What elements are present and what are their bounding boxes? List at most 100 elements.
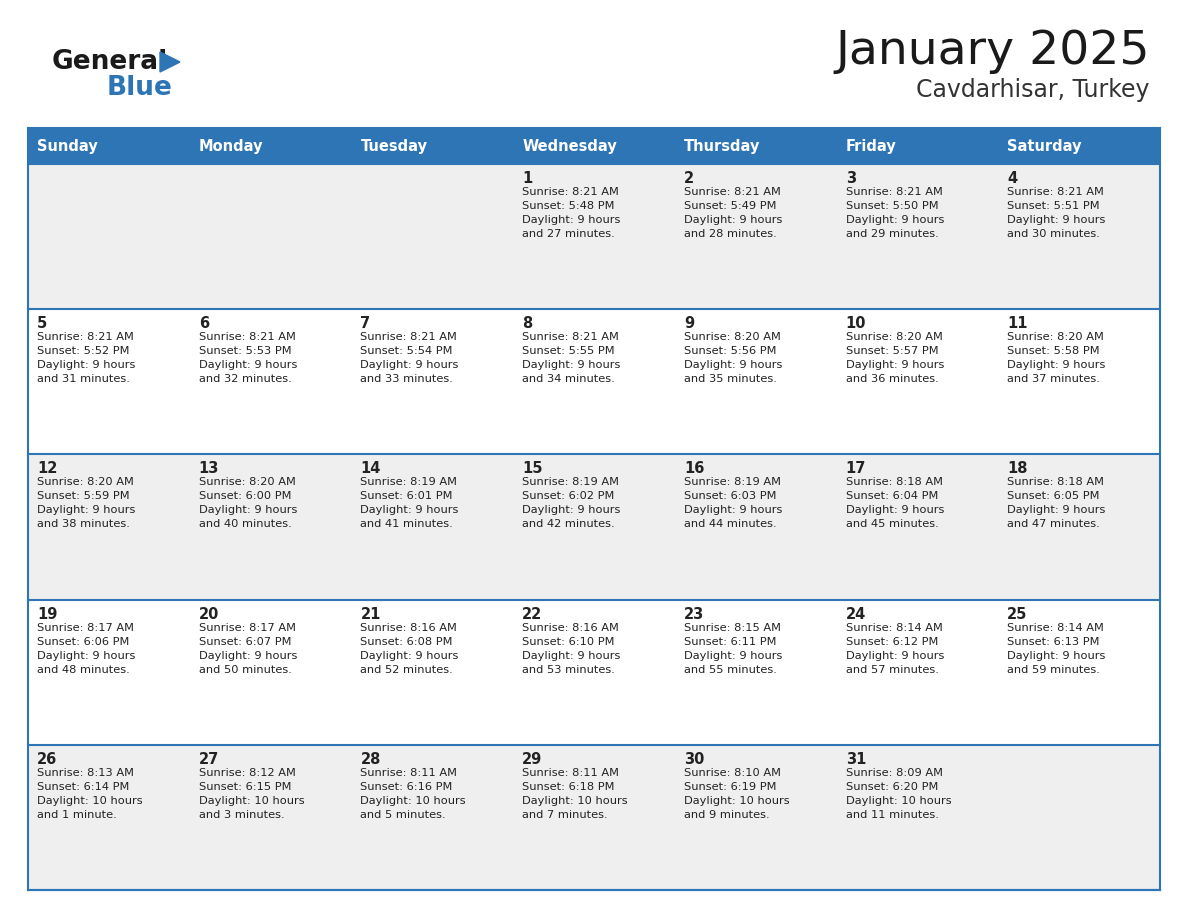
Text: Cavdarhisar, Turkey: Cavdarhisar, Turkey bbox=[916, 78, 1150, 102]
Text: January 2025: January 2025 bbox=[835, 29, 1150, 74]
Text: 17: 17 bbox=[846, 462, 866, 476]
Bar bbox=[352, 164, 513, 309]
Text: 11: 11 bbox=[1007, 316, 1028, 331]
Text: 9: 9 bbox=[684, 316, 694, 331]
Bar bbox=[513, 128, 675, 164]
Bar bbox=[29, 128, 190, 164]
Text: Sunrise: 8:19 AM
Sunset: 6:02 PM
Daylight: 9 hours
and 42 minutes.: Sunrise: 8:19 AM Sunset: 6:02 PM Dayligh… bbox=[523, 477, 620, 530]
Bar bbox=[190, 164, 352, 309]
Text: Sunrise: 8:21 AM
Sunset: 5:53 PM
Daylight: 9 hours
and 32 minutes.: Sunrise: 8:21 AM Sunset: 5:53 PM Dayligh… bbox=[198, 332, 297, 385]
Text: Sunrise: 8:17 AM
Sunset: 6:06 PM
Daylight: 9 hours
and 48 minutes.: Sunrise: 8:17 AM Sunset: 6:06 PM Dayligh… bbox=[37, 622, 135, 675]
Text: General: General bbox=[52, 49, 169, 75]
Text: 24: 24 bbox=[846, 607, 866, 621]
Bar bbox=[352, 599, 513, 744]
Text: Sunrise: 8:20 AM
Sunset: 5:58 PM
Daylight: 9 hours
and 37 minutes.: Sunrise: 8:20 AM Sunset: 5:58 PM Dayligh… bbox=[1007, 332, 1106, 385]
Text: Tuesday: Tuesday bbox=[360, 139, 428, 153]
Text: 16: 16 bbox=[684, 462, 704, 476]
Text: Sunrise: 8:20 AM
Sunset: 5:56 PM
Daylight: 9 hours
and 35 minutes.: Sunrise: 8:20 AM Sunset: 5:56 PM Dayligh… bbox=[684, 332, 782, 385]
Bar bbox=[675, 744, 836, 890]
Text: Sunrise: 8:21 AM
Sunset: 5:48 PM
Daylight: 9 hours
and 27 minutes.: Sunrise: 8:21 AM Sunset: 5:48 PM Dayligh… bbox=[523, 187, 620, 239]
Text: Sunrise: 8:21 AM
Sunset: 5:49 PM
Daylight: 9 hours
and 28 minutes.: Sunrise: 8:21 AM Sunset: 5:49 PM Dayligh… bbox=[684, 187, 782, 239]
Text: Sunrise: 8:17 AM
Sunset: 6:07 PM
Daylight: 9 hours
and 50 minutes.: Sunrise: 8:17 AM Sunset: 6:07 PM Dayligh… bbox=[198, 622, 297, 675]
Text: 27: 27 bbox=[198, 752, 219, 767]
Text: 7: 7 bbox=[360, 316, 371, 331]
Bar bbox=[190, 454, 352, 599]
Text: Sunrise: 8:21 AM
Sunset: 5:52 PM
Daylight: 9 hours
and 31 minutes.: Sunrise: 8:21 AM Sunset: 5:52 PM Dayligh… bbox=[37, 332, 135, 385]
Text: Sunrise: 8:11 AM
Sunset: 6:18 PM
Daylight: 10 hours
and 7 minutes.: Sunrise: 8:11 AM Sunset: 6:18 PM Dayligh… bbox=[523, 767, 627, 820]
Text: Sunrise: 8:20 AM
Sunset: 5:57 PM
Daylight: 9 hours
and 36 minutes.: Sunrise: 8:20 AM Sunset: 5:57 PM Dayligh… bbox=[846, 332, 944, 385]
Text: 6: 6 bbox=[198, 316, 209, 331]
Text: Sunrise: 8:21 AM
Sunset: 5:50 PM
Daylight: 9 hours
and 29 minutes.: Sunrise: 8:21 AM Sunset: 5:50 PM Dayligh… bbox=[846, 187, 944, 239]
Text: Sunrise: 8:12 AM
Sunset: 6:15 PM
Daylight: 10 hours
and 3 minutes.: Sunrise: 8:12 AM Sunset: 6:15 PM Dayligh… bbox=[198, 767, 304, 820]
Bar bbox=[998, 128, 1159, 164]
Bar bbox=[998, 454, 1159, 599]
Text: Sunrise: 8:21 AM
Sunset: 5:51 PM
Daylight: 9 hours
and 30 minutes.: Sunrise: 8:21 AM Sunset: 5:51 PM Dayligh… bbox=[1007, 187, 1106, 239]
Text: 4: 4 bbox=[1007, 171, 1017, 186]
Text: 18: 18 bbox=[1007, 462, 1028, 476]
Bar bbox=[998, 164, 1159, 309]
Text: Thursday: Thursday bbox=[684, 139, 760, 153]
Text: 15: 15 bbox=[523, 462, 543, 476]
Bar bbox=[998, 599, 1159, 744]
Text: Sunrise: 8:20 AM
Sunset: 5:59 PM
Daylight: 9 hours
and 38 minutes.: Sunrise: 8:20 AM Sunset: 5:59 PM Dayligh… bbox=[37, 477, 135, 530]
Bar bbox=[190, 744, 352, 890]
Bar bbox=[29, 599, 190, 744]
Bar bbox=[836, 164, 998, 309]
Text: 12: 12 bbox=[37, 462, 57, 476]
Bar bbox=[190, 599, 352, 744]
Text: 23: 23 bbox=[684, 607, 704, 621]
Text: 19: 19 bbox=[37, 607, 57, 621]
Bar bbox=[836, 454, 998, 599]
Bar bbox=[836, 599, 998, 744]
Text: Sunrise: 8:19 AM
Sunset: 6:01 PM
Daylight: 9 hours
and 41 minutes.: Sunrise: 8:19 AM Sunset: 6:01 PM Dayligh… bbox=[360, 477, 459, 530]
Text: 10: 10 bbox=[846, 316, 866, 331]
Text: Sunrise: 8:16 AM
Sunset: 6:10 PM
Daylight: 9 hours
and 53 minutes.: Sunrise: 8:16 AM Sunset: 6:10 PM Dayligh… bbox=[523, 622, 620, 675]
Text: 2: 2 bbox=[684, 171, 694, 186]
Bar bbox=[675, 454, 836, 599]
Text: 29: 29 bbox=[523, 752, 543, 767]
Bar bbox=[29, 454, 190, 599]
Bar bbox=[513, 309, 675, 454]
Text: 30: 30 bbox=[684, 752, 704, 767]
Bar bbox=[513, 744, 675, 890]
Text: 26: 26 bbox=[37, 752, 57, 767]
Bar bbox=[675, 599, 836, 744]
Bar bbox=[513, 599, 675, 744]
Bar bbox=[998, 744, 1159, 890]
Bar bbox=[352, 454, 513, 599]
Text: Sunrise: 8:15 AM
Sunset: 6:11 PM
Daylight: 9 hours
and 55 minutes.: Sunrise: 8:15 AM Sunset: 6:11 PM Dayligh… bbox=[684, 622, 782, 675]
Bar bbox=[352, 128, 513, 164]
Bar bbox=[29, 744, 190, 890]
Bar bbox=[836, 128, 998, 164]
Text: Friday: Friday bbox=[846, 139, 896, 153]
Text: 3: 3 bbox=[846, 171, 855, 186]
Text: 13: 13 bbox=[198, 462, 219, 476]
Bar bbox=[190, 128, 352, 164]
Text: Sunrise: 8:10 AM
Sunset: 6:19 PM
Daylight: 10 hours
and 9 minutes.: Sunrise: 8:10 AM Sunset: 6:19 PM Dayligh… bbox=[684, 767, 790, 820]
Bar bbox=[998, 309, 1159, 454]
Text: 25: 25 bbox=[1007, 607, 1028, 621]
Text: Monday: Monday bbox=[198, 139, 264, 153]
Bar bbox=[29, 309, 190, 454]
Text: Sunrise: 8:09 AM
Sunset: 6:20 PM
Daylight: 10 hours
and 11 minutes.: Sunrise: 8:09 AM Sunset: 6:20 PM Dayligh… bbox=[846, 767, 952, 820]
Text: Sunrise: 8:16 AM
Sunset: 6:08 PM
Daylight: 9 hours
and 52 minutes.: Sunrise: 8:16 AM Sunset: 6:08 PM Dayligh… bbox=[360, 622, 459, 675]
Text: Sunday: Sunday bbox=[37, 139, 97, 153]
Bar bbox=[352, 744, 513, 890]
Text: Wednesday: Wednesday bbox=[523, 139, 617, 153]
Bar bbox=[513, 454, 675, 599]
Text: Sunrise: 8:18 AM
Sunset: 6:04 PM
Daylight: 9 hours
and 45 minutes.: Sunrise: 8:18 AM Sunset: 6:04 PM Dayligh… bbox=[846, 477, 944, 530]
Text: 20: 20 bbox=[198, 607, 219, 621]
Polygon shape bbox=[160, 52, 181, 72]
Text: Sunrise: 8:21 AM
Sunset: 5:55 PM
Daylight: 9 hours
and 34 minutes.: Sunrise: 8:21 AM Sunset: 5:55 PM Dayligh… bbox=[523, 332, 620, 385]
Text: 14: 14 bbox=[360, 462, 381, 476]
Bar bbox=[29, 164, 190, 309]
Text: 21: 21 bbox=[360, 607, 381, 621]
Text: 31: 31 bbox=[846, 752, 866, 767]
Bar bbox=[190, 309, 352, 454]
Bar bbox=[513, 164, 675, 309]
Text: Sunrise: 8:19 AM
Sunset: 6:03 PM
Daylight: 9 hours
and 44 minutes.: Sunrise: 8:19 AM Sunset: 6:03 PM Dayligh… bbox=[684, 477, 782, 530]
Text: Sunrise: 8:11 AM
Sunset: 6:16 PM
Daylight: 10 hours
and 5 minutes.: Sunrise: 8:11 AM Sunset: 6:16 PM Dayligh… bbox=[360, 767, 466, 820]
Text: 8: 8 bbox=[523, 316, 532, 331]
Text: 5: 5 bbox=[37, 316, 48, 331]
Text: Sunrise: 8:18 AM
Sunset: 6:05 PM
Daylight: 9 hours
and 47 minutes.: Sunrise: 8:18 AM Sunset: 6:05 PM Dayligh… bbox=[1007, 477, 1106, 530]
